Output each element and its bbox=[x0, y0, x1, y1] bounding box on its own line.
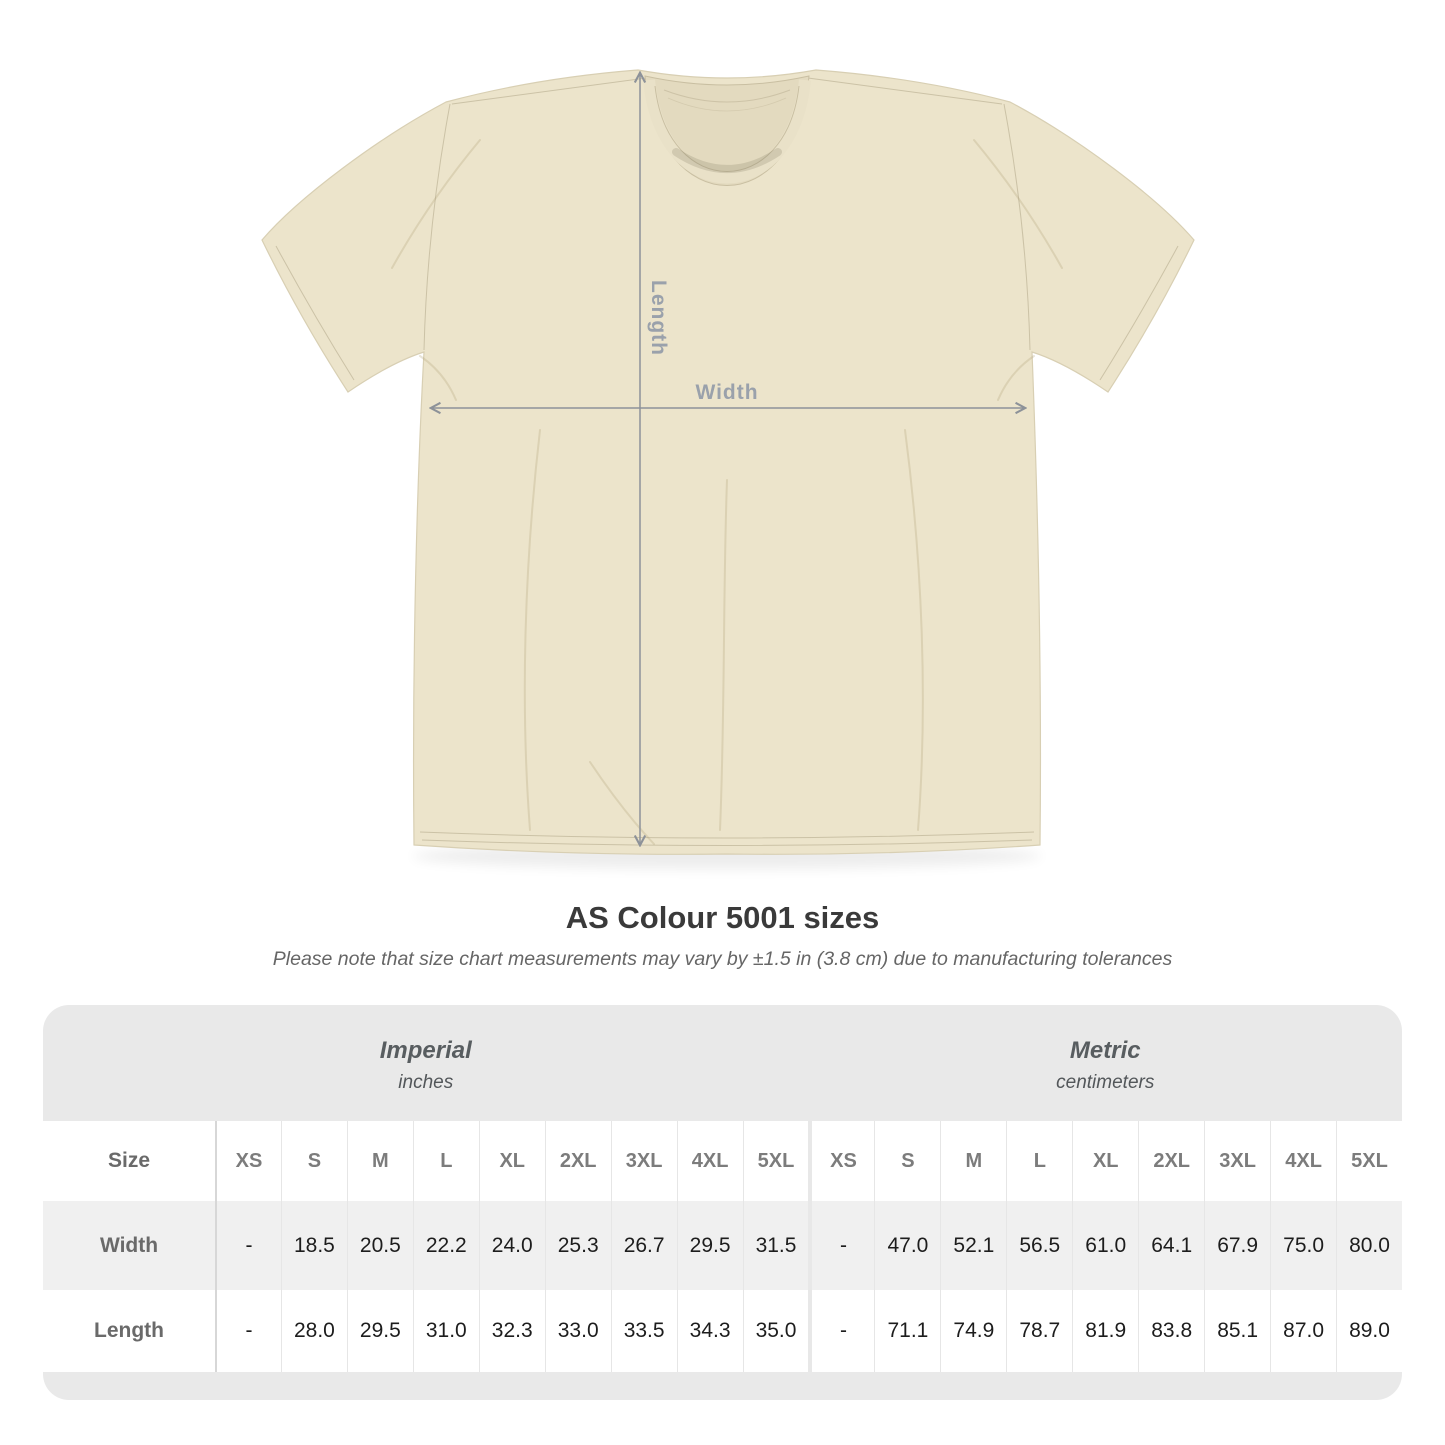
size-col-header-imperial: XL bbox=[478, 1121, 545, 1201]
size-col-header-metric: 2XL bbox=[1138, 1121, 1205, 1201]
imperial-group-header: Imperial inches bbox=[43, 1005, 809, 1121]
tshirt-measurement-diagram: Length Width bbox=[261, 69, 1195, 869]
cell-value-imperial: 18.5 bbox=[280, 1201, 347, 1290]
units-header-band: Imperial inches Metric centimeters bbox=[43, 1005, 1402, 1121]
cell-value-metric: 52.1 bbox=[940, 1201, 1007, 1290]
size-col-header-imperial: 4XL bbox=[676, 1121, 743, 1201]
size-col-header-imperial: L bbox=[412, 1121, 479, 1201]
size-col-header-metric: L bbox=[1006, 1121, 1073, 1201]
cell-value-imperial: 31.5 bbox=[742, 1201, 809, 1290]
cell-value-metric: 83.8 bbox=[1138, 1290, 1205, 1372]
cell-value-metric: 67.9 bbox=[1204, 1201, 1271, 1290]
imperial-label: Imperial bbox=[379, 1036, 472, 1064]
cell-value-imperial: 33.0 bbox=[544, 1290, 611, 1372]
size-col-header-metric: S bbox=[874, 1121, 941, 1201]
row-label: Length bbox=[43, 1290, 215, 1372]
cell-value-imperial: 29.5 bbox=[346, 1290, 413, 1372]
cell-value-metric: 47.0 bbox=[874, 1201, 941, 1290]
size-col-header-metric: M bbox=[940, 1121, 1007, 1201]
cell-value-imperial: 31.0 bbox=[412, 1290, 479, 1372]
imperial-unit: inches bbox=[398, 1071, 454, 1093]
cell-value-metric: 87.0 bbox=[1270, 1290, 1337, 1372]
cell-value-imperial: 24.0 bbox=[478, 1201, 545, 1290]
size-col-header-imperial: M bbox=[346, 1121, 413, 1201]
tolerance-note: Please note that size chart measurements… bbox=[272, 948, 1173, 970]
cell-value-imperial: - bbox=[215, 1290, 281, 1372]
collar bbox=[643, 75, 811, 186]
metric-group-header: Metric centimeters bbox=[809, 1005, 1403, 1121]
cell-value-imperial: 32.3 bbox=[478, 1290, 545, 1372]
cell-value-metric: 85.1 bbox=[1204, 1290, 1271, 1372]
cell-value-metric: 78.7 bbox=[1006, 1290, 1073, 1372]
page-title: AS Colour 5001 sizes bbox=[565, 900, 880, 935]
width-label: Width bbox=[695, 381, 758, 404]
length-label: Length bbox=[647, 280, 670, 356]
cell-value-imperial: 20.5 bbox=[346, 1201, 413, 1290]
size-chart-table: Imperial inches Metric centimeters Size X… bbox=[43, 1005, 1402, 1400]
metric-unit: centimeters bbox=[1056, 1071, 1155, 1093]
cell-value-metric: 56.5 bbox=[1006, 1201, 1073, 1290]
cell-value-metric: 80.0 bbox=[1336, 1201, 1402, 1290]
size-col-header-imperial: 2XL bbox=[544, 1121, 611, 1201]
size-col-header-metric: 3XL bbox=[1204, 1121, 1271, 1201]
cell-value-imperial: 25.3 bbox=[544, 1201, 611, 1290]
metric-label: Metric bbox=[1069, 1036, 1141, 1064]
cell-value-metric: 81.9 bbox=[1072, 1290, 1139, 1372]
size-col-header-metric: 4XL bbox=[1270, 1121, 1337, 1201]
cell-value-metric: 75.0 bbox=[1270, 1201, 1337, 1290]
cell-value-imperial: 29.5 bbox=[676, 1201, 743, 1290]
size-col-header-imperial: 3XL bbox=[610, 1121, 677, 1201]
size-chart-grid: Size XS S M L XL 2XL 3XL 4XL 5XL XS S M L XL 2XL 3XL 4XL 5… bbox=[43, 1121, 1402, 1372]
cell-value-imperial: 26.7 bbox=[610, 1201, 677, 1290]
table-footer-strip bbox=[43, 1372, 1402, 1400]
cell-value-metric: - bbox=[808, 1201, 875, 1290]
size-col-header-metric: XL bbox=[1072, 1121, 1139, 1201]
cell-value-imperial: - bbox=[215, 1201, 281, 1290]
size-corner-header: Size bbox=[43, 1121, 215, 1201]
cell-value-metric: 71.1 bbox=[874, 1290, 941, 1372]
size-col-header-imperial: XS bbox=[215, 1121, 281, 1201]
cell-value-metric: 89.0 bbox=[1336, 1290, 1402, 1372]
size-col-header-metric: 5XL bbox=[1336, 1121, 1402, 1201]
row-label: Width bbox=[43, 1201, 215, 1290]
cell-value-metric: 74.9 bbox=[940, 1290, 1007, 1372]
size-col-header-imperial: 5XL bbox=[742, 1121, 809, 1201]
cell-value-metric: 61.0 bbox=[1072, 1201, 1139, 1290]
size-col-header-metric: XS bbox=[808, 1121, 875, 1201]
cell-value-imperial: 22.2 bbox=[412, 1201, 479, 1290]
cell-value-metric: 64.1 bbox=[1138, 1201, 1205, 1290]
cell-value-imperial: 34.3 bbox=[676, 1290, 743, 1372]
cell-value-imperial: 33.5 bbox=[610, 1290, 677, 1372]
cell-value-imperial: 35.0 bbox=[742, 1290, 809, 1372]
tshirt-graphic bbox=[261, 69, 1195, 855]
size-col-header-imperial: S bbox=[280, 1121, 347, 1201]
measurement-arrows bbox=[432, 74, 1024, 844]
chart-heading: AS Colour 5001 sizes Please note that si… bbox=[0, 900, 1445, 971]
cell-value-metric: - bbox=[808, 1290, 875, 1372]
cell-value-imperial: 28.0 bbox=[280, 1290, 347, 1372]
